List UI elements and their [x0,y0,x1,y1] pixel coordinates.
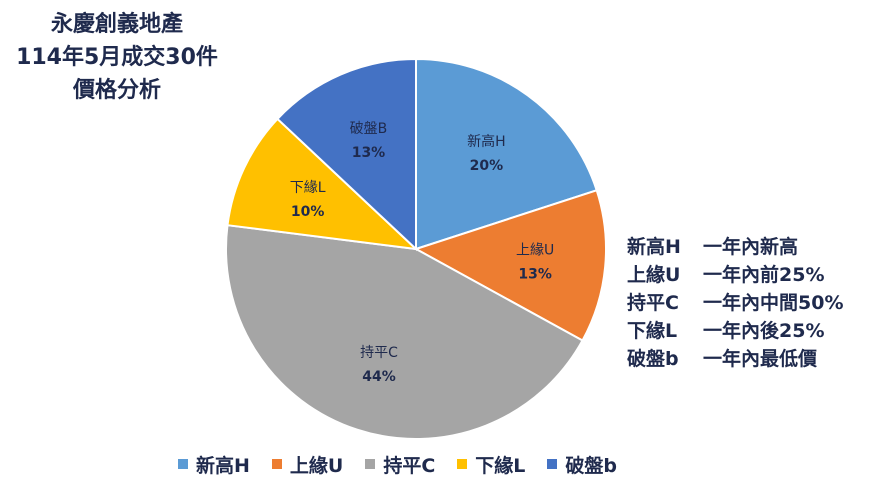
legend-label: 下緣L [475,454,526,477]
pie-slice-c [225,224,584,440]
definition-text: 一年內最低價 [703,348,818,370]
slice-percent-label: 13% [352,145,386,161]
legend-item-b: 破盤b [547,451,617,478]
slice-percent-label: 20% [470,158,504,174]
legend-swatch [547,459,558,469]
definition-code: 下緣L [627,320,678,342]
chart-title: 永慶創義地產 114年5月成交30件 價格分析 [8,8,226,107]
definition-code: 新高H [627,236,681,258]
slice-percent-label: 13% [518,266,552,282]
definition-row-break: 破盤b 一年內最低價 [627,345,843,373]
pie-slice-b [276,57,417,252]
slice-category-label: 破盤B [350,121,388,137]
definition-code: 持平C [627,292,679,314]
pie-slice-u [413,189,607,342]
legend-swatch [365,459,376,469]
slice-percent-label: 10% [291,204,325,220]
slice-category-label: 持平C [360,345,398,361]
legend-label: 持平C [383,454,436,477]
legend-swatch [457,459,468,469]
definition-code: 上緣U [627,264,681,286]
definition-row-flat: 持平C 一年內中間50% [627,289,843,317]
chart-title-line-3: 價格分析 [72,78,161,103]
legend-label: 上緣U [289,454,344,477]
legend-item-h: 新高H [178,451,250,478]
definition-text: 一年內前25% [703,264,825,286]
definition-row-upper: 上緣U 一年內前25% [627,261,843,289]
slice-category-label: 下緣L [290,180,326,196]
legend-item-l: 下緣L [457,451,525,478]
definition-text: 一年內新高 [703,236,799,258]
slice-percent-label: 44% [362,369,396,385]
legend-label: 新高H [196,454,250,477]
legend-swatch [178,459,188,469]
definition-row-lower: 下緣L 一年內後25% [627,317,843,345]
pie-slice-h [415,57,598,251]
chart-title-line-2: 114年5月成交30件 [16,45,218,70]
definition-text: 一年內中間50% [703,292,844,314]
legend-item-u: 上緣U [271,451,344,478]
pie-slice-l [226,117,419,251]
legend-item-c: 持平C [365,451,435,478]
definition-text: 一年內後25% [703,320,825,342]
slice-category-label: 新高H [467,133,506,150]
slice-category-label: 上緣U [516,242,554,258]
definition-row-new-high: 新高H 一年內新高 [627,233,843,261]
legend-label: 破盤b [565,454,618,477]
legend-swatch [271,459,282,469]
definition-code: 破盤b [627,348,679,370]
chart-title-line-1: 永慶創義地產 [50,12,183,37]
chart-legend: 新高H 上緣U 持平C 下緣L 破盤b [178,450,617,478]
category-definitions: 新高H 一年內新高 上緣U 一年內前25% 持平C 一年內中間50% 下緣L 一年內後2… [627,233,843,373]
